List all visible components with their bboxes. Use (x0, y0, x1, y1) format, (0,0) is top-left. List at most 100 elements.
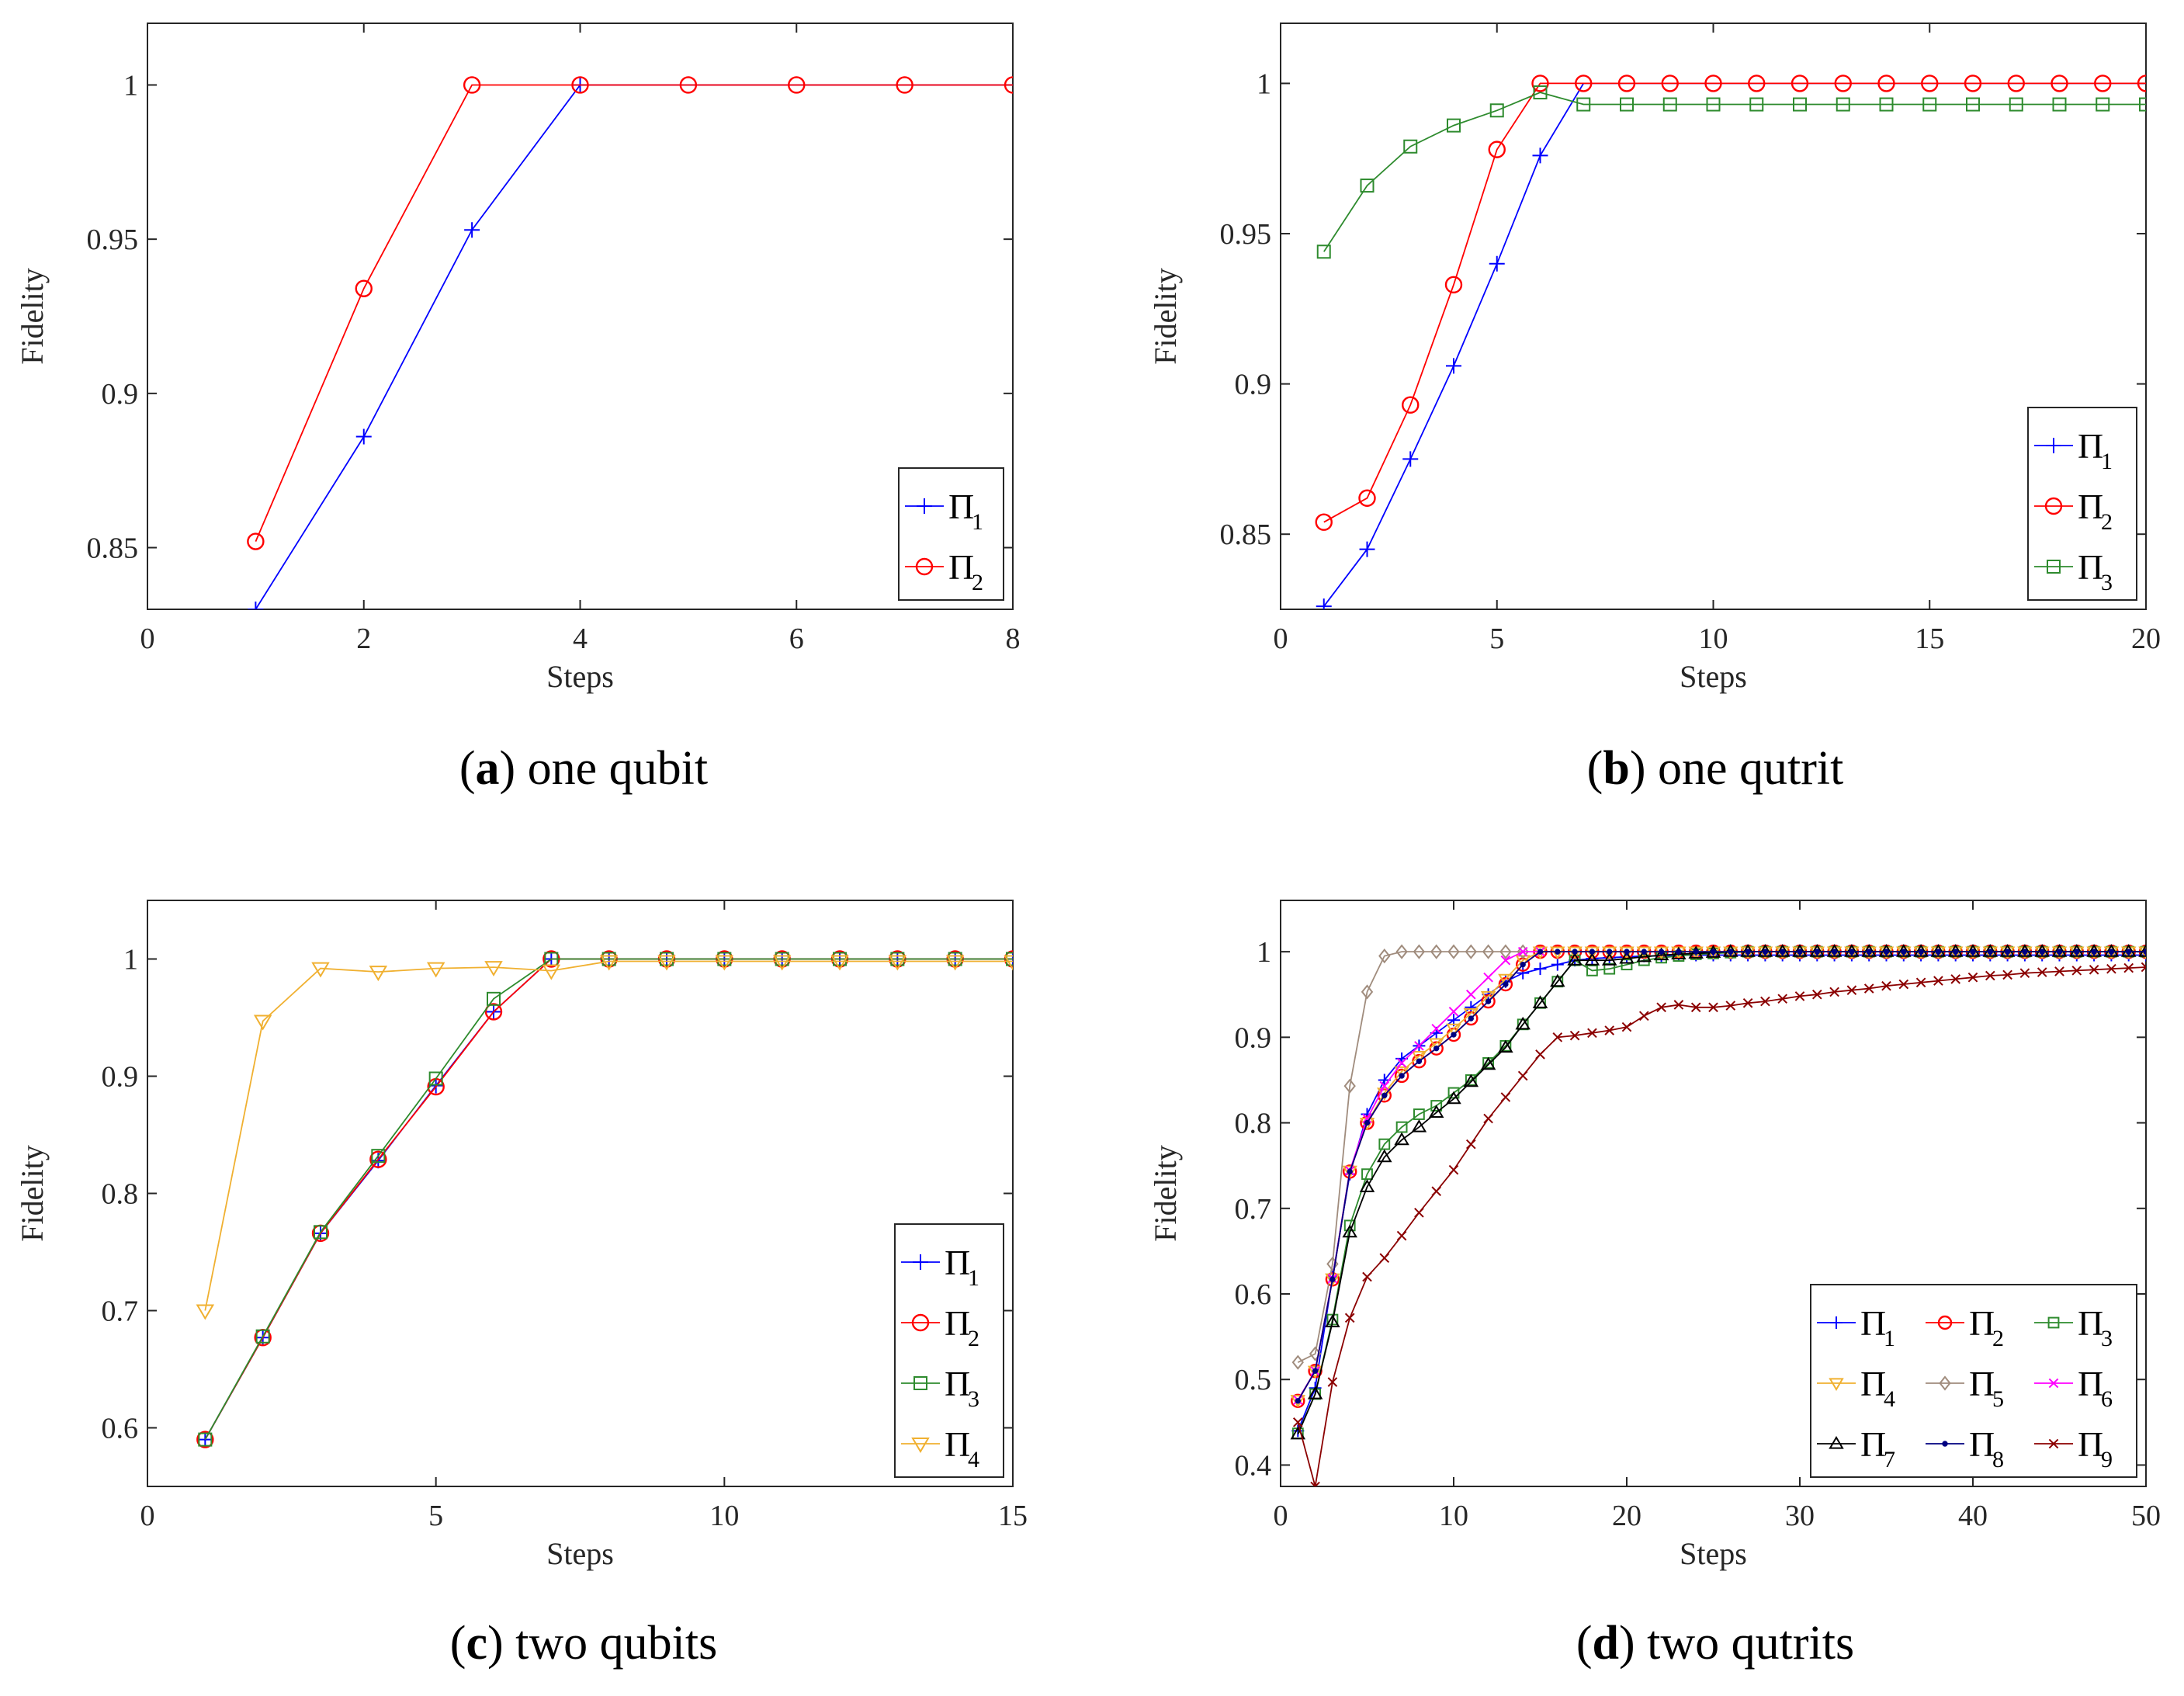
data-point (2108, 949, 2115, 955)
data-point (1517, 944, 1529, 959)
legend-label: Π (2078, 1424, 2103, 1464)
data-point (1624, 949, 1630, 955)
legend-label-sub: 3 (2101, 1326, 2113, 1351)
legend-marker (913, 1376, 927, 1390)
caption-letter-d: d (1592, 1617, 1620, 1670)
data-point (1446, 358, 1461, 374)
data-point (1447, 118, 1461, 133)
data-point (1987, 949, 1994, 955)
legend-marker (2044, 497, 2063, 515)
data-point (428, 1071, 443, 1086)
data-point (1621, 1021, 1632, 1032)
data-point (1690, 1002, 1701, 1013)
data-point (2071, 966, 2082, 976)
y-tick-label: 1 (123, 944, 138, 976)
data-point (1866, 949, 1872, 955)
x-tick-label: 50 (2131, 1500, 2161, 1532)
x-tick-label: 5 (1489, 623, 1504, 655)
data-point (1706, 97, 1721, 112)
x-axis-label: Steps (546, 1536, 614, 1571)
data-point (1364, 1119, 1371, 1126)
x-tick-label: 40 (1958, 1500, 1988, 1532)
legend-marker (1829, 1378, 1844, 1391)
data-point (1740, 946, 1756, 960)
data-point (1362, 1113, 1372, 1124)
y-tick-label: 1 (1257, 936, 1271, 969)
data-point (1395, 1121, 1408, 1133)
axes-box (1280, 23, 2147, 610)
data-point (1394, 1132, 1409, 1146)
data-point (1846, 985, 1857, 996)
x-tick-label: 30 (1785, 1500, 1815, 1532)
data-point (253, 1014, 272, 1031)
x-tick-label: 15 (998, 1500, 1028, 1532)
legend-label: Π (945, 1364, 970, 1403)
caption-text-a: one qubit (527, 742, 709, 795)
data-point (1636, 946, 1652, 960)
data-point (1879, 97, 1894, 112)
data-point (1489, 103, 1504, 118)
legend-box (1810, 1284, 2137, 1478)
plot-area (247, 76, 1013, 609)
data-point (1517, 946, 1528, 957)
data-point (1430, 944, 1443, 959)
axes-box (147, 23, 1014, 610)
data-point (2034, 946, 2050, 960)
series-a-2 (247, 76, 1013, 550)
x-tick-label: 8 (1006, 623, 1021, 655)
legend-entry: Π4 (1817, 1364, 1895, 1412)
data-point (1498, 976, 1513, 992)
caption-text-c: two qubits (515, 1617, 718, 1670)
legend-label: Π (2078, 1303, 2103, 1343)
data-point (945, 955, 965, 971)
legend-label: Π (2078, 1364, 2103, 1403)
data-point (1999, 944, 2016, 957)
legend-marker (911, 1438, 930, 1453)
legend-label-sub: 9 (2101, 1447, 2113, 1472)
data-point (1515, 955, 1531, 969)
x-tick-label: 20 (2131, 623, 2161, 655)
legend-entry: Π1 (901, 1243, 979, 1291)
data-point (1638, 1011, 1649, 1021)
data-point (1834, 75, 1852, 92)
data-point (1970, 949, 1976, 955)
data-point (2051, 75, 2068, 92)
data-point (1725, 1001, 1736, 1011)
legend-label: Π (945, 1424, 970, 1464)
data-point (1381, 1092, 1388, 1098)
data-point (1307, 1386, 1323, 1399)
legend-marker (917, 498, 932, 514)
legend-entry: Π3 (2034, 547, 2113, 595)
data-point (2139, 97, 2146, 112)
data-point (1620, 97, 1634, 112)
data-point (1985, 970, 1995, 981)
data-point (1325, 1314, 1340, 1327)
data-point (1377, 1149, 1392, 1163)
legend-label-sub: 1 (968, 1265, 979, 1291)
axes-box (147, 900, 1014, 1487)
data-point (1465, 1139, 1476, 1150)
data-point (1982, 944, 1999, 957)
data-point (2009, 97, 2023, 112)
data-point (1965, 946, 1981, 960)
data-point (1710, 949, 1717, 955)
legend-marker (1939, 1375, 1951, 1391)
legend-label: Π (948, 487, 974, 526)
data-point (1465, 944, 1477, 959)
data-point (1481, 994, 1496, 1009)
data-point (2019, 968, 2030, 978)
legend-label: Π (945, 1243, 970, 1282)
data-point (1399, 1073, 1405, 1079)
data-point (2103, 944, 2120, 957)
series-line (1297, 951, 2146, 1402)
caption-a: (a) one qubit (459, 742, 709, 795)
legend-label: Π (948, 547, 974, 587)
data-point (1498, 1039, 1513, 1053)
data-point (1587, 1028, 1597, 1039)
data-point (1414, 1041, 1424, 1051)
